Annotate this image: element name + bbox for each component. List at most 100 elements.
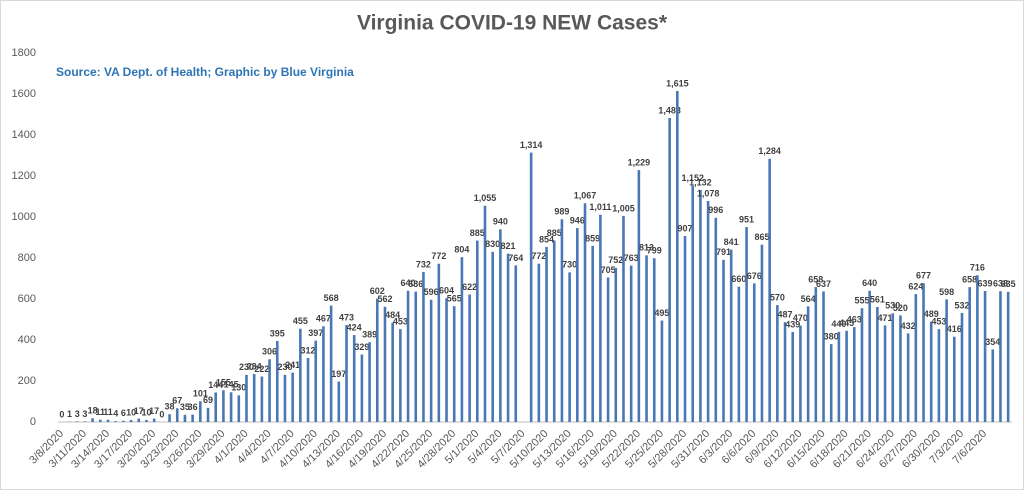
value-label: 445 xyxy=(839,318,854,328)
value-label: 471 xyxy=(878,313,893,323)
bar xyxy=(983,291,987,422)
bar xyxy=(406,290,410,422)
bar xyxy=(491,251,494,422)
value-label: 455 xyxy=(293,316,308,326)
bar xyxy=(368,342,371,422)
y-tick-label: 800 xyxy=(18,252,36,264)
bar xyxy=(260,376,264,422)
bar xyxy=(114,421,118,422)
bar xyxy=(691,185,695,422)
value-label: 946 xyxy=(570,215,585,225)
value-label: 416 xyxy=(947,324,962,334)
value-label: 1,229 xyxy=(628,157,651,167)
bar xyxy=(868,290,871,422)
value-label: 197 xyxy=(331,369,346,379)
bar xyxy=(791,332,795,422)
value-label: 144 xyxy=(208,380,223,390)
y-tick-label: 1200 xyxy=(12,170,36,182)
bar xyxy=(729,249,733,422)
bar xyxy=(337,381,341,422)
bar xyxy=(322,326,325,422)
bar xyxy=(268,359,271,422)
value-label: 230 xyxy=(277,362,292,372)
value-label: 813 xyxy=(639,243,654,253)
value-label: 380 xyxy=(824,331,839,341)
bar xyxy=(637,170,641,422)
value-label: 489 xyxy=(924,309,939,319)
bar xyxy=(876,306,879,422)
value-label: 389 xyxy=(362,330,377,340)
value-label: 1,078 xyxy=(697,188,720,198)
value-label: 565 xyxy=(447,294,462,304)
value-label: 660 xyxy=(731,274,746,284)
bar xyxy=(245,374,248,422)
value-label: 222 xyxy=(254,364,269,374)
value-label: 637 xyxy=(816,279,831,289)
bar xyxy=(183,414,187,422)
bar xyxy=(937,329,941,422)
value-label: 830 xyxy=(485,239,500,249)
bar xyxy=(506,253,510,422)
value-label: 602 xyxy=(370,286,385,296)
value-label: 752 xyxy=(608,255,623,265)
value-label: 854 xyxy=(539,234,554,244)
bar xyxy=(622,215,625,422)
value-label: 234 xyxy=(247,361,262,371)
value-label: 622 xyxy=(462,282,477,292)
value-label: 885 xyxy=(470,228,485,238)
bar xyxy=(960,312,964,422)
value-label: 329 xyxy=(354,342,369,352)
bar xyxy=(837,331,841,422)
value-label: 604 xyxy=(439,286,454,296)
bar xyxy=(199,401,202,422)
value-label: 312 xyxy=(301,345,316,355)
bar xyxy=(460,257,464,422)
bar xyxy=(783,322,787,422)
bar xyxy=(606,277,610,422)
bar xyxy=(499,229,502,422)
value-label: 764 xyxy=(508,253,523,263)
bar xyxy=(722,259,725,422)
value-label: 640 xyxy=(401,278,416,288)
bar xyxy=(222,390,225,422)
bar xyxy=(883,325,887,422)
y-tick-label: 200 xyxy=(18,375,36,387)
value-label: 639 xyxy=(978,278,993,288)
bar xyxy=(252,374,256,422)
value-label: 596 xyxy=(424,287,439,297)
value-label: 432 xyxy=(901,321,916,331)
value-label: 555 xyxy=(854,296,869,306)
bar xyxy=(414,291,418,422)
bar xyxy=(752,283,756,422)
value-label: 6 xyxy=(121,408,126,418)
bar xyxy=(799,325,802,422)
bar xyxy=(1006,291,1010,422)
bar xyxy=(399,329,402,422)
bar xyxy=(745,227,748,422)
value-label: 1,314 xyxy=(520,140,543,150)
value-label: 453 xyxy=(931,317,946,327)
bar xyxy=(452,306,456,422)
value-label: 658 xyxy=(962,274,977,284)
value-label: 1,152 xyxy=(681,173,704,183)
bar xyxy=(668,117,671,423)
bar xyxy=(283,374,287,422)
value-label: 568 xyxy=(324,293,339,303)
bar xyxy=(83,421,87,422)
bar xyxy=(652,258,656,422)
bar xyxy=(706,201,710,422)
value-label: 38 xyxy=(165,402,175,412)
bar xyxy=(760,244,764,422)
bar xyxy=(214,392,218,422)
value-label: 598 xyxy=(939,287,954,297)
value-label: 658 xyxy=(808,274,823,284)
value-label: 36 xyxy=(188,402,198,412)
bar xyxy=(537,263,541,422)
value-label: 69 xyxy=(203,395,213,405)
bar xyxy=(352,335,356,422)
bar xyxy=(375,298,379,422)
value-label: 859 xyxy=(585,233,600,243)
value-label: 885 xyxy=(547,228,562,238)
bar xyxy=(929,321,933,422)
value-label: 1 xyxy=(67,409,72,419)
